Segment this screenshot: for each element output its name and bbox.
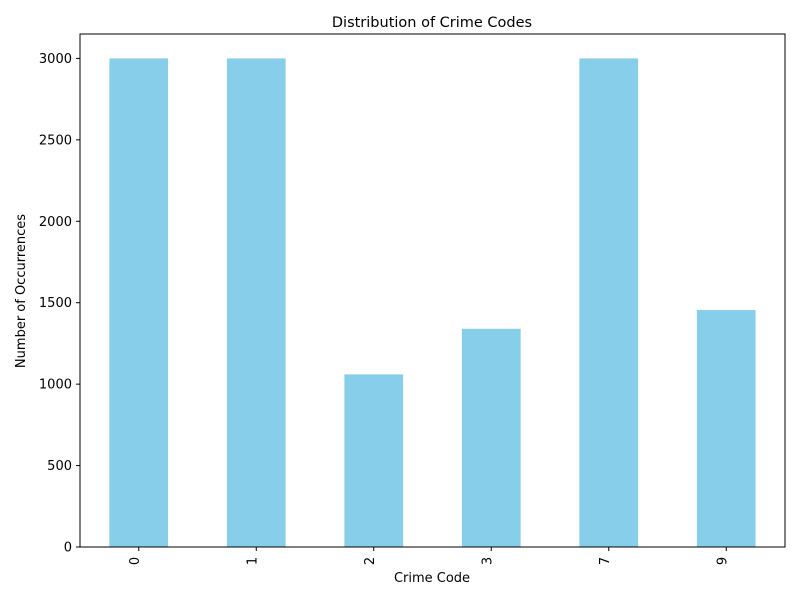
y-tick-label: 1000 <box>39 378 72 393</box>
x-tick-label: 3 <box>480 557 495 565</box>
y-tick-label: 2500 <box>39 133 72 148</box>
plot-frame <box>79 33 786 548</box>
x-tick-label: 9 <box>715 557 730 565</box>
x-tick-label: 1 <box>245 557 260 565</box>
y-tick-label: 500 <box>47 459 72 474</box>
x-tick-label: 0 <box>128 557 143 565</box>
bar-9 <box>696 310 756 547</box>
bar-7 <box>579 58 639 548</box>
bars-group <box>109 58 756 548</box>
bar-3 <box>461 328 521 547</box>
chart-title: Distribution of Crime Codes <box>332 15 532 31</box>
x-tick-label: 2 <box>363 557 378 565</box>
y-axis-ticks: 0 500 1000 1500 2000 2500 3000 <box>39 52 80 556</box>
y-tick-label: 0 <box>64 541 72 556</box>
bar-2 <box>344 374 404 547</box>
x-axis-ticks: 0 1 2 3 7 9 <box>128 547 730 565</box>
bar-1 <box>226 58 286 548</box>
x-tick-label: 7 <box>598 557 613 565</box>
bar-0 <box>109 58 169 548</box>
y-tick-label: 1500 <box>39 296 72 311</box>
y-tick-label: 3000 <box>39 52 72 67</box>
x-axis-label: Crime Code <box>394 571 470 586</box>
y-axis-label: Number of Occurrences <box>14 214 29 368</box>
y-tick-label: 2000 <box>39 215 72 230</box>
